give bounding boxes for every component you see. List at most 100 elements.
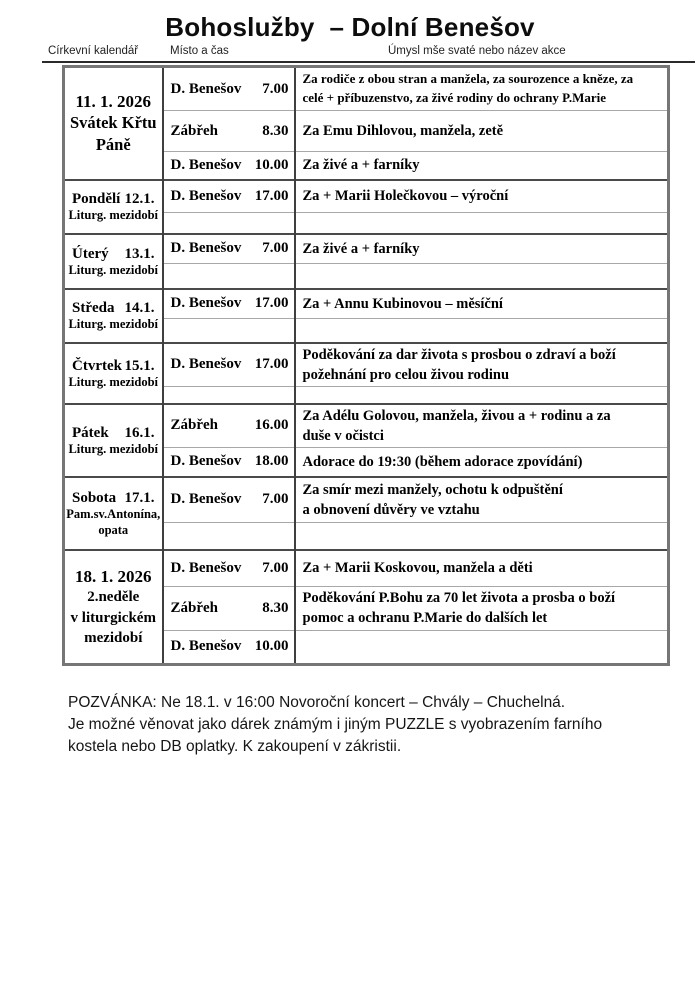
day-cell: Sobota 17.1. Pam.sv.Antonína, opata — [63, 475, 164, 550]
table-row: Úterý 13.1. Liturg. mezidobí D. Benešov … — [63, 232, 669, 289]
intention-cell: Za + Marii Holečkovou – výroční — [294, 178, 669, 213]
liturgical-label: Liturg. mezidobí — [68, 208, 159, 223]
intention-cell — [294, 263, 669, 289]
table-row: Čtvrtek 15.1. Liturg. mezidobí D. Benešo… — [63, 341, 669, 404]
table-row: Pátek 16.1. Liturg. mezidobí Zábřeh 16.0… — [63, 402, 669, 477]
table-row: Zábřeh 8.30 Poděkování P.Bohu za 70 let … — [64, 586, 669, 631]
intention-cell: Za Emu Dihlovou, manžela, zetě — [294, 110, 669, 152]
table-row: Pondělí 12.1. Liturg. mezidobí D. Benešo… — [63, 178, 669, 234]
table-row: Sobota 17.1. Pam.sv.Antonína, opata D. B… — [63, 475, 669, 550]
table-row — [64, 212, 669, 234]
date-label: 16.1. — [124, 424, 155, 441]
table-row: 18. 1. 2026 2.neděle v liturgickém mezid… — [63, 548, 669, 665]
weekday-label: Pátek — [72, 424, 109, 441]
place-time-cell: D. Benešov 7.00 — [162, 475, 296, 523]
place-label: D. Benešov — [170, 240, 242, 257]
table-row: D. Benešov 10.00 Za živé a + farníky — [64, 151, 669, 180]
date-label: 17.1. — [124, 490, 155, 507]
day-cell: Středa 14.1. Liturg. mezidobí — [63, 287, 164, 343]
place-label: D. Benešov — [170, 491, 242, 508]
liturgical-label: Pam.sv.Antonína, opata — [66, 507, 161, 537]
place-time-cell: Zábřeh 8.30 — [162, 586, 296, 631]
place-label: Zábřeh — [170, 417, 219, 434]
place-label: D. Benešov — [170, 80, 242, 97]
time-label: 8.30 — [262, 122, 289, 139]
time-label: 7.00 — [262, 240, 289, 257]
column-header-place-time: Místo a čas — [170, 45, 229, 57]
day-cell: Pondělí 12.1. Liturg. mezidobí — [63, 178, 164, 234]
date-label: 12.1. — [124, 191, 155, 208]
weekday-label: Středa — [72, 300, 115, 317]
liturgical-label: Liturg. mezidobí — [68, 262, 159, 277]
liturgical-label: Liturg. mezidobí — [68, 374, 159, 389]
table-row — [64, 386, 669, 404]
date-label: 11. 1. 2026 — [75, 92, 152, 112]
table-row: D. Benešov 10.00 — [64, 629, 669, 665]
place-time-cell: D. Benešov 17.00 — [162, 287, 296, 319]
place-label: D. Benešov — [170, 295, 242, 312]
column-headers: Církevní kalendář Místo a čas Úmysl mše … — [42, 45, 695, 63]
day-cell: Úterý 13.1. Liturg. mezidobí — [63, 232, 164, 289]
schedule-table: 11. 1. 2026 Svátek Křtu Páně D. Benešov … — [62, 65, 670, 666]
intention-cell — [294, 212, 669, 234]
time-label: 17.00 — [254, 187, 289, 204]
place-label: D. Benešov — [170, 356, 242, 373]
intention-cell: Za Adélu Golovou, manžela, živou a + rod… — [294, 402, 669, 448]
intention-cell: Za + Marii Koskovou, manžela a děti — [294, 548, 669, 587]
place-time-cell — [162, 263, 296, 289]
place-time-cell: D. Benešov 10.00 — [162, 151, 296, 180]
intention-cell: Za rodiče z obou stran a manžela, za sou… — [302, 71, 634, 105]
day-cell: 18. 1. 2026 2.neděle v liturgickém mezid… — [63, 548, 164, 665]
intention-cell — [294, 386, 669, 404]
place-time-cell: D. Benešov 10.00 — [162, 629, 296, 665]
page-title: Bohoslužby – Dolní Benešov — [165, 12, 535, 42]
table-row: Středa 14.1. Liturg. mezidobí D. Benešov… — [63, 287, 669, 343]
weekday-label: Pondělí — [72, 191, 121, 208]
intention-cell: Za smír mezi manžely, ochotu k odpuštění… — [294, 475, 669, 523]
table-row — [64, 318, 669, 343]
place-time-cell: Zábřeh 16.00 — [162, 402, 296, 448]
place-time-cell: D. Benešov 17.00 — [162, 341, 296, 387]
weekday-label: Čtvrtek — [72, 357, 122, 374]
intention-cell: Za živé a + farníky — [294, 151, 669, 180]
place-label: D. Benešov — [170, 187, 242, 204]
table-row: 11. 1. 2026 Svátek Křtu Páně D. Benešov … — [63, 66, 669, 180]
time-label: 10.00 — [254, 156, 289, 173]
time-label: 16.00 — [254, 417, 289, 434]
place-label: D. Benešov — [170, 559, 242, 576]
place-label: D. Benešov — [170, 453, 242, 470]
place-time-cell: D. Benešov 7.00 — [162, 232, 296, 264]
time-label: 17.00 — [254, 356, 289, 373]
place-time-cell — [162, 318, 296, 343]
time-label: 10.00 — [254, 638, 289, 655]
time-label: 7.00 — [262, 80, 289, 97]
day-cell: Čtvrtek 15.1. Liturg. mezidobí — [63, 341, 164, 404]
intention-cell — [294, 522, 669, 550]
table-row — [64, 522, 669, 550]
place-time-cell — [162, 212, 296, 234]
announcement-line: Je možné věnovat jako dárek známým i jin… — [68, 715, 603, 733]
date-label: 15.1. — [124, 357, 155, 374]
liturgical-label: Liturg. mezidobí — [68, 441, 159, 456]
place-label: Zábřeh — [170, 122, 219, 139]
place-time-cell: D. Benešov 7.00 — [162, 66, 296, 111]
time-label: 17.00 — [254, 295, 289, 312]
date-label: 14.1. — [124, 300, 155, 317]
date-label: 18. 1. 2026 — [75, 567, 152, 587]
place-time-cell: Zábřeh 8.30 — [162, 110, 296, 152]
liturgical-label: Liturg. mezidobí — [68, 317, 159, 332]
feast-label: 2.neděle v liturgickém mezidobí — [70, 589, 156, 646]
weekday-label: Úterý — [72, 245, 109, 262]
table-row: Zábřeh 8.30 Za Emu Dihlovou, manžela, ze… — [64, 110, 669, 152]
place-label: D. Benešov — [170, 638, 242, 655]
intention-cell: Za živé a + farníky — [294, 232, 669, 264]
intention-cell: Poděkování P.Bohu za 70 let života a pro… — [294, 586, 669, 631]
column-header-calendar: Církevní kalendář — [48, 45, 139, 57]
announcement: POZVÁNKA: Ne 18.1. v 16:00 Novoroční kon… — [68, 692, 668, 758]
announcement-line: POZVÁNKA: Ne 18.1. v 16:00 Novoroční kon… — [68, 693, 566, 711]
place-label: Zábřeh — [170, 599, 219, 616]
intention-cell — [294, 318, 669, 343]
place-time-cell: D. Benešov 17.00 — [162, 178, 296, 213]
day-cell: Pátek 16.1. Liturg. mezidobí — [63, 402, 164, 477]
place-time-cell — [162, 386, 296, 404]
